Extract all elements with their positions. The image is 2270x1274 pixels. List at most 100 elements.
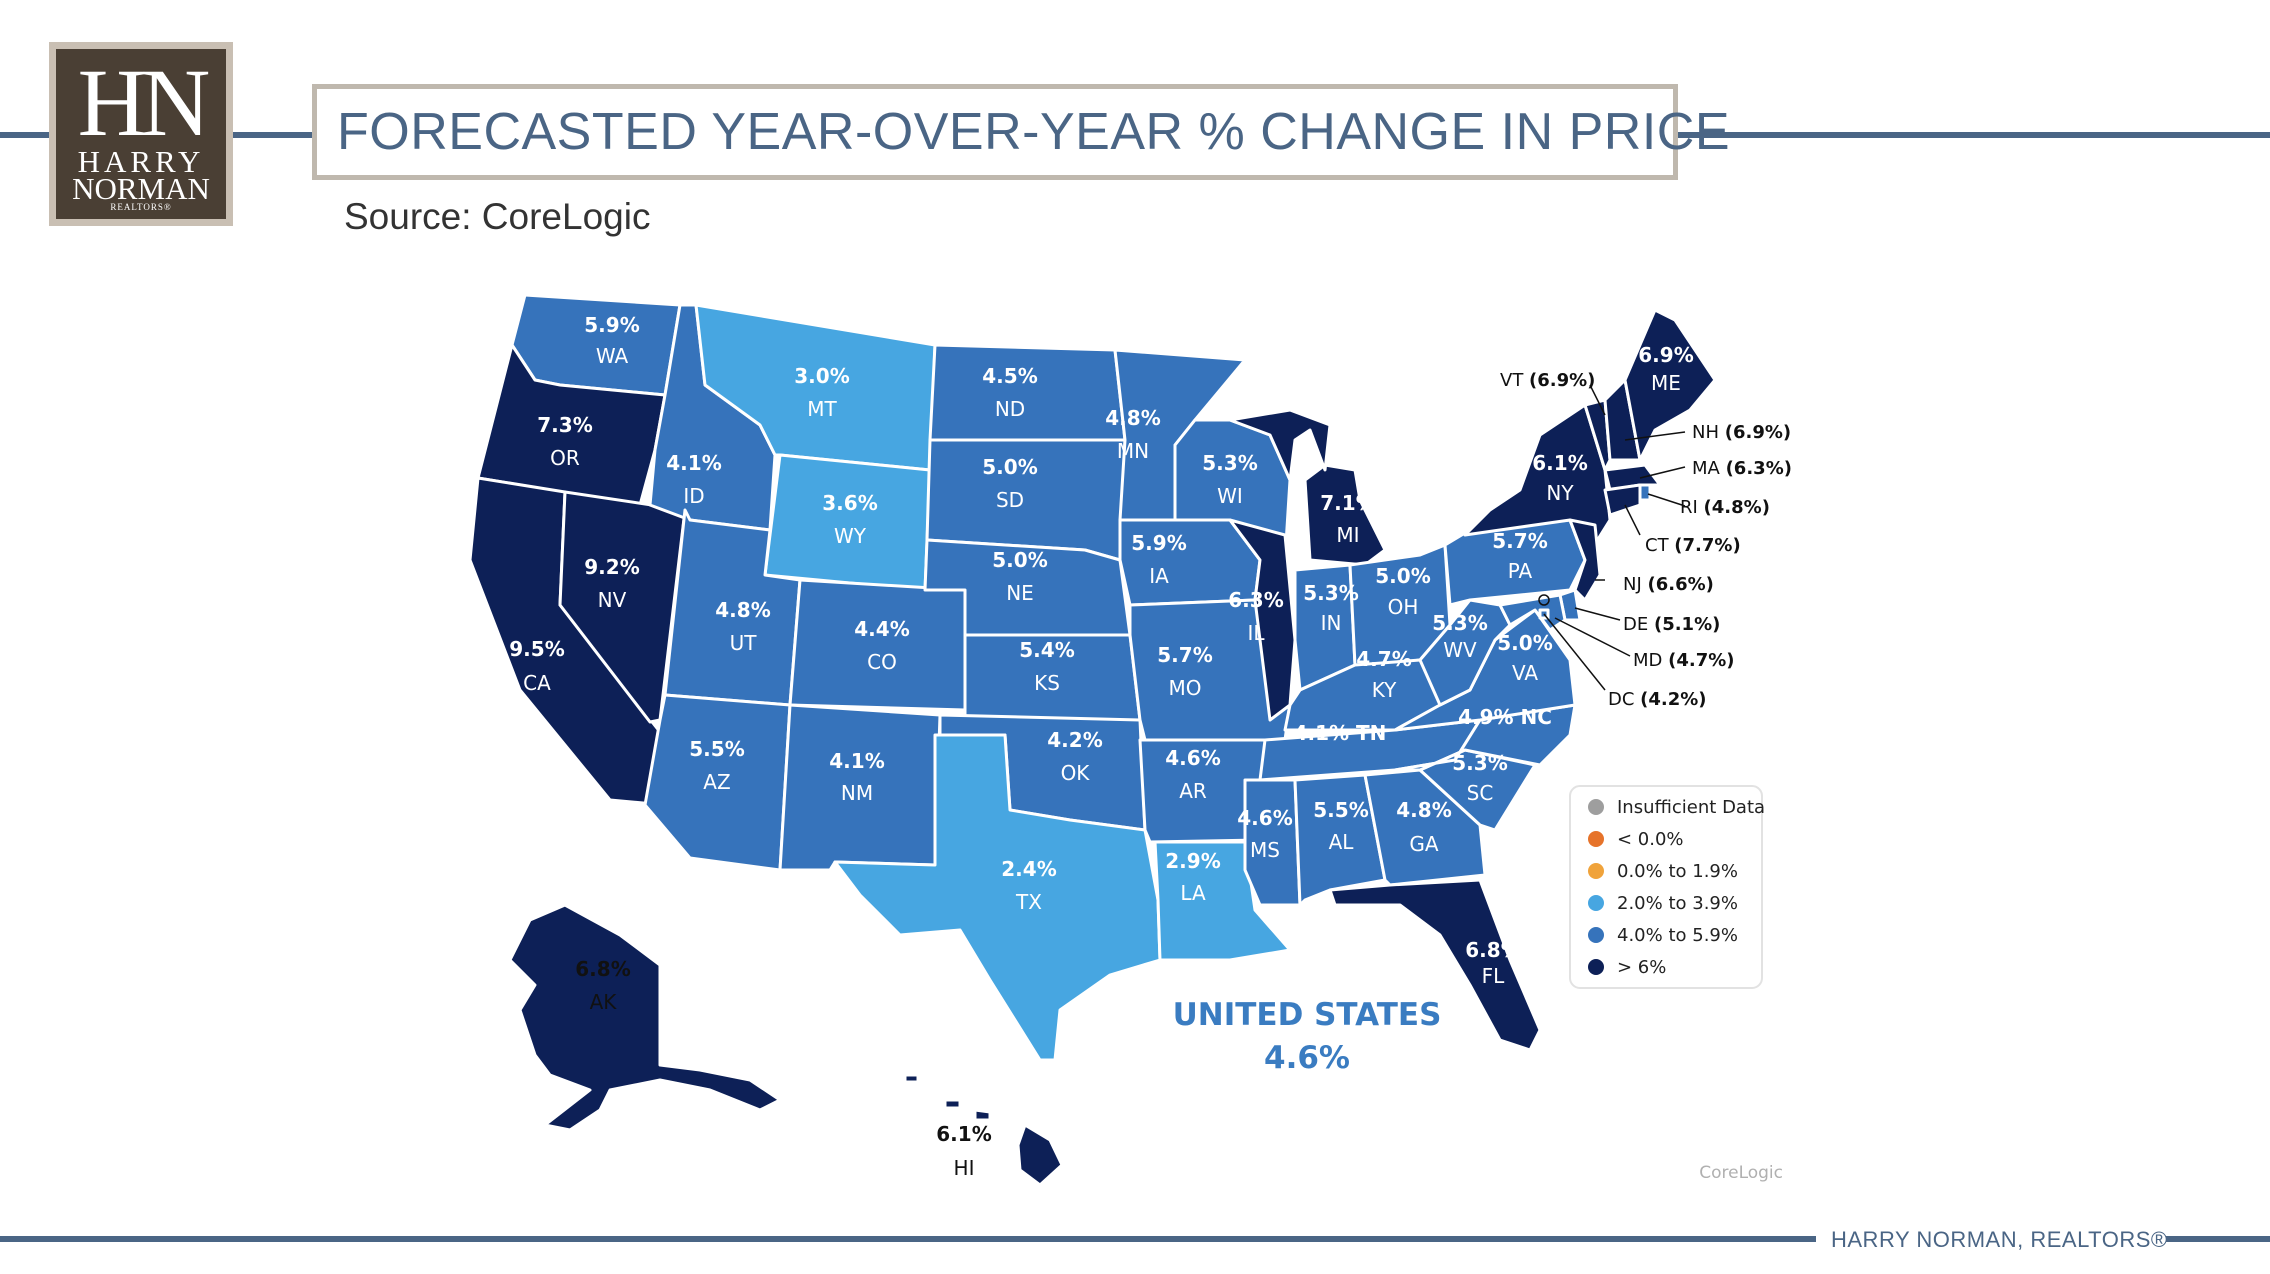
footer-rule-left xyxy=(0,1236,1816,1242)
state-abbr-IL: IL xyxy=(1247,621,1265,645)
state-value-AK: 6.8% xyxy=(575,957,630,981)
state-abbr-MO: MO xyxy=(1169,676,1202,700)
state-abbr-IN: IN xyxy=(1321,611,1342,635)
state-value-MS: 4.6% xyxy=(1237,806,1292,830)
state-abbr-TX: TX xyxy=(1015,890,1042,914)
state-value-NV: 9.2% xyxy=(584,555,639,579)
state-abbr-OK: OK xyxy=(1061,761,1091,785)
state-IL xyxy=(1228,518,1297,722)
national-value: 4.6% xyxy=(1264,1040,1350,1076)
state-value-IL: 6.3% xyxy=(1228,588,1283,612)
logo-line-2: NORMAN xyxy=(72,171,210,206)
state-abbr-ND: ND xyxy=(995,397,1025,421)
state-abbr-NE: NE xyxy=(1006,581,1034,605)
state-WV xyxy=(1418,598,1512,707)
state-value-MT: 3.0% xyxy=(794,364,849,388)
state-NC xyxy=(1393,703,1577,772)
state-abbr-HI: HI xyxy=(954,1156,975,1180)
state-abbr-FL: FL xyxy=(1482,964,1506,988)
state-value-ID: 4.1% xyxy=(666,451,721,475)
company-logo: HN HARRY NORMAN REALTORS® xyxy=(49,42,233,226)
state-abbr-NV: NV xyxy=(598,588,627,612)
title-box: FORECASTED YEAR-OVER-YEAR % CHANGE IN PR… xyxy=(312,84,1730,180)
state-value-MO: 5.7% xyxy=(1157,643,1212,667)
callout-NJ: NJ (6.6%) xyxy=(1623,574,1714,595)
state-abbr-AR: AR xyxy=(1179,779,1207,803)
legend-swatch-2 xyxy=(1588,863,1604,879)
state-value-SC: 5.3% xyxy=(1452,751,1507,775)
state-value-OK: 4.2% xyxy=(1047,728,1102,752)
legend-label-4: 4.0% to 5.9% xyxy=(1617,925,1738,946)
state-value-NM: 4.1% xyxy=(829,749,884,773)
state-abbr-MI: MI xyxy=(1336,523,1359,547)
legend-swatch-0 xyxy=(1588,799,1604,815)
footer-brand: HARRY NORMAN, REALTORS® xyxy=(1831,1227,2168,1252)
state-abbr-IA: IA xyxy=(1149,564,1169,588)
legend-label-3: 2.0% to 3.9% xyxy=(1617,893,1738,914)
state-value-UT: 4.8% xyxy=(715,598,770,622)
state-MS xyxy=(1243,778,1302,907)
legend-box xyxy=(1569,785,1763,989)
callout-DE: DE (5.1%) xyxy=(1623,614,1720,635)
callout-CT: CT (7.7%) xyxy=(1645,535,1741,556)
state-value-WY: 3.6% xyxy=(822,491,877,515)
state-value-MN: 4.8% xyxy=(1105,406,1160,430)
source-caption: Source: CoreLogic xyxy=(344,196,651,237)
state-MD xyxy=(1498,593,1567,632)
state-abbr-CO: CO xyxy=(867,650,897,674)
state-ND xyxy=(928,343,1127,442)
state-TX xyxy=(833,733,1162,1062)
state-value-WV: 5.3% xyxy=(1432,611,1487,635)
callout-VT: VT (6.9%) xyxy=(1500,370,1595,391)
state-abbr-KY: KY xyxy=(1372,678,1397,702)
state-abbr-VA: VA xyxy=(1512,661,1538,685)
callout-MD: MD (4.7%) xyxy=(1633,650,1735,671)
state-value-WI: 5.3% xyxy=(1202,451,1257,475)
state-abbr-NY: NY xyxy=(1546,481,1574,505)
state-value-TX: 2.4% xyxy=(1001,857,1056,881)
state-abbr-WI: WI xyxy=(1217,484,1243,508)
state-value-PA: 5.7% xyxy=(1492,529,1547,553)
header-rule-left xyxy=(0,132,52,138)
footer-rule-right xyxy=(2166,1236,2270,1242)
state-abbr-ID: ID xyxy=(683,484,704,508)
state-NJ xyxy=(1568,518,1602,602)
state-value-LA: 2.9% xyxy=(1165,849,1220,873)
state-value-WA: 5.9% xyxy=(584,313,639,337)
northeast-callouts xyxy=(1538,384,1686,691)
callout-RI: RI (4.8%) xyxy=(1680,497,1770,518)
state-abbr-AZ: AZ xyxy=(703,770,730,794)
legend-swatch-5 xyxy=(1588,959,1604,975)
legend-label-0: Insufficient Data xyxy=(1617,797,1765,818)
state-abbr-LA: LA xyxy=(1180,881,1206,905)
legend-label-5: > 6% xyxy=(1617,957,1666,978)
state-value-VA: 5.0% xyxy=(1497,631,1552,655)
state-abbr-KS: KS xyxy=(1034,671,1060,695)
state-abbr-PA: PA xyxy=(1508,559,1533,583)
state-value-KY: 4.7% xyxy=(1356,647,1411,671)
state-label-TN: 4.1% TN xyxy=(1294,721,1387,745)
callout-MA: MA (6.3%) xyxy=(1692,458,1792,479)
legend-label-2: 0.0% to 1.9% xyxy=(1617,861,1738,882)
state-abbr-MS: MS xyxy=(1250,838,1280,862)
state-value-MI: 7.1% xyxy=(1320,491,1375,515)
state-abbr-AK: AK xyxy=(590,990,618,1014)
state-value-OR: 7.3% xyxy=(537,413,592,437)
header-rule-mid xyxy=(232,132,316,138)
state-abbr-SC: SC xyxy=(1467,781,1494,805)
logo-line-1: HARRY xyxy=(77,144,205,179)
state-abbr-UT: UT xyxy=(730,631,758,655)
state-AK xyxy=(508,903,782,1132)
state-CT xyxy=(1603,483,1642,517)
state-abbr-GA: GA xyxy=(1409,832,1438,856)
state-value-CO: 4.4% xyxy=(854,617,909,641)
logo-monogram: HN xyxy=(77,49,211,156)
state-abbr-WV: WV xyxy=(1443,638,1477,662)
state-abbr-NM: NM xyxy=(841,781,873,805)
legend: Insufficient Data < 0.0% 0.0% to 1.9% 2.0% … xyxy=(1569,785,1765,989)
header-rule-right xyxy=(1672,132,2270,138)
state-value-IA: 5.9% xyxy=(1131,531,1186,555)
state-value-AR: 4.6% xyxy=(1165,746,1220,770)
state-abbr-SD: SD xyxy=(996,488,1024,512)
